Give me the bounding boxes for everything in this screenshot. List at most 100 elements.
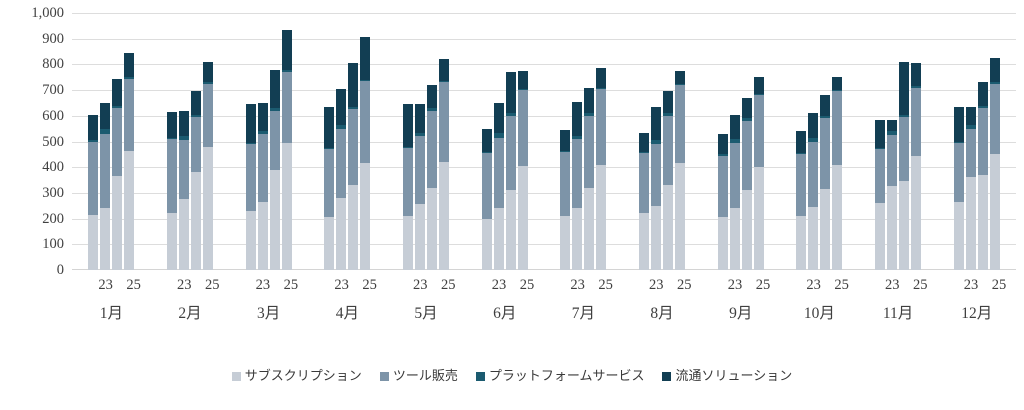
stacked-bar[interactable] — [875, 119, 886, 270]
bar-segment[interactable] — [245, 210, 256, 270]
bar-segment[interactable] — [675, 163, 686, 270]
bar-segment[interactable] — [336, 88, 347, 125]
bar-segment[interactable] — [572, 136, 583, 139]
bar-segment[interactable] — [729, 208, 740, 270]
bar-segment[interactable] — [427, 108, 438, 111]
bar-segment[interactable] — [596, 88, 607, 165]
bar-segment[interactable] — [572, 208, 583, 270]
bar-segment[interactable] — [269, 169, 280, 270]
bar-segment[interactable] — [88, 114, 99, 141]
bar-segment[interactable] — [596, 164, 607, 270]
bar-segment[interactable] — [796, 131, 807, 154]
bar-segment[interactable] — [203, 83, 213, 147]
stacked-bar[interactable] — [505, 72, 516, 270]
stacked-bar[interactable] — [203, 61, 213, 270]
bar-segment[interactable] — [832, 77, 843, 91]
stacked-bar[interactable] — [560, 129, 571, 270]
bar-segment[interactable] — [269, 110, 280, 170]
bar-segment[interactable] — [505, 115, 516, 191]
bar-segment[interactable] — [505, 113, 516, 116]
bar-segment[interactable] — [717, 155, 728, 218]
bar-segment[interactable] — [348, 185, 359, 270]
bar-segment[interactable] — [911, 63, 922, 87]
bar-segment[interactable] — [167, 111, 177, 138]
bar-segment[interactable] — [179, 140, 189, 200]
bar-segment[interactable] — [560, 216, 571, 270]
stacked-bar[interactable] — [112, 78, 123, 270]
bar-segment[interactable] — [796, 216, 807, 270]
bar-segment[interactable] — [439, 59, 450, 82]
bar-segment[interactable] — [427, 187, 438, 270]
bar-segment[interactable] — [753, 167, 764, 270]
stacked-bar[interactable] — [427, 84, 438, 270]
bar-segment[interactable] — [257, 133, 268, 202]
stacked-bar[interactable] — [336, 88, 347, 270]
stacked-bar[interactable] — [663, 91, 674, 270]
stacked-bar[interactable] — [403, 104, 414, 270]
bar-segment[interactable] — [887, 135, 898, 187]
stacked-bar[interactable] — [493, 102, 504, 270]
bar-segment[interactable] — [741, 120, 752, 191]
stacked-bar[interactable] — [572, 101, 583, 270]
bar-segment[interactable] — [663, 113, 674, 116]
bar-segment[interactable] — [875, 203, 886, 270]
bar-segment[interactable] — [179, 199, 189, 270]
bar-segment[interactable] — [281, 72, 292, 143]
stacked-bar[interactable] — [953, 106, 964, 270]
bar-segment[interactable] — [663, 115, 674, 186]
bar-segment[interactable] — [584, 115, 595, 188]
bar-segment[interactable] — [360, 37, 371, 80]
bar-segment[interactable] — [796, 154, 807, 217]
bar-segment[interactable] — [753, 95, 764, 168]
legend-item[interactable]: ツール販売 — [379, 370, 458, 383]
bar-segment[interactable] — [517, 165, 528, 270]
bar-segment[interactable] — [584, 87, 595, 114]
bar-segment[interactable] — [348, 63, 359, 107]
bar-segment[interactable] — [741, 190, 752, 270]
bar-segment[interactable] — [965, 177, 976, 270]
bar-segment[interactable] — [88, 214, 99, 270]
bar-segment[interactable] — [832, 91, 843, 165]
bar-segment[interactable] — [427, 84, 438, 109]
bar-segment[interactable] — [112, 105, 123, 109]
bar-segment[interactable] — [245, 104, 256, 143]
stacked-bar[interactable] — [887, 119, 898, 270]
bar-segment[interactable] — [336, 128, 347, 199]
legend-item[interactable]: プラットフォームサービス — [475, 370, 644, 383]
stacked-bar[interactable] — [820, 95, 831, 270]
stacked-bar[interactable] — [481, 128, 492, 270]
legend-item[interactable]: 流通ソリューション — [662, 370, 792, 383]
bar-segment[interactable] — [245, 144, 256, 211]
bar-segment[interactable] — [675, 83, 686, 85]
bar-segment[interactable] — [596, 68, 607, 88]
stacked-bar[interactable] — [348, 63, 359, 270]
bar-segment[interactable] — [481, 153, 492, 219]
bar-segment[interactable] — [808, 113, 819, 138]
stacked-bar[interactable] — [100, 103, 111, 270]
bar-segment[interactable] — [741, 97, 752, 119]
bar-segment[interactable] — [717, 133, 728, 155]
stacked-bar[interactable] — [245, 104, 256, 270]
stacked-bar[interactable] — [517, 70, 528, 270]
bar-segment[interactable] — [88, 140, 99, 142]
bar-segment[interactable] — [584, 187, 595, 270]
bar-segment[interactable] — [360, 81, 371, 164]
stacked-bar[interactable] — [415, 104, 426, 270]
bar-segment[interactable] — [505, 190, 516, 270]
stacked-bar[interactable] — [124, 52, 135, 270]
bar-segment[interactable] — [899, 181, 910, 270]
bar-segment[interactable] — [911, 86, 922, 88]
stacked-bar[interactable] — [179, 110, 189, 270]
bar-segment[interactable] — [596, 87, 607, 89]
stacked-bar[interactable] — [88, 114, 99, 270]
bar-segment[interactable] — [887, 119, 898, 132]
bar-segment[interactable] — [403, 146, 414, 148]
bar-segment[interactable] — [336, 198, 347, 270]
bar-segment[interactable] — [493, 132, 504, 138]
bar-segment[interactable] — [167, 137, 177, 139]
bar-segment[interactable] — [269, 108, 280, 111]
bar-segment[interactable] — [403, 147, 414, 217]
bar-segment[interactable] — [439, 162, 450, 270]
bar-segment[interactable] — [953, 142, 964, 202]
bar-segment[interactable] — [100, 208, 111, 270]
